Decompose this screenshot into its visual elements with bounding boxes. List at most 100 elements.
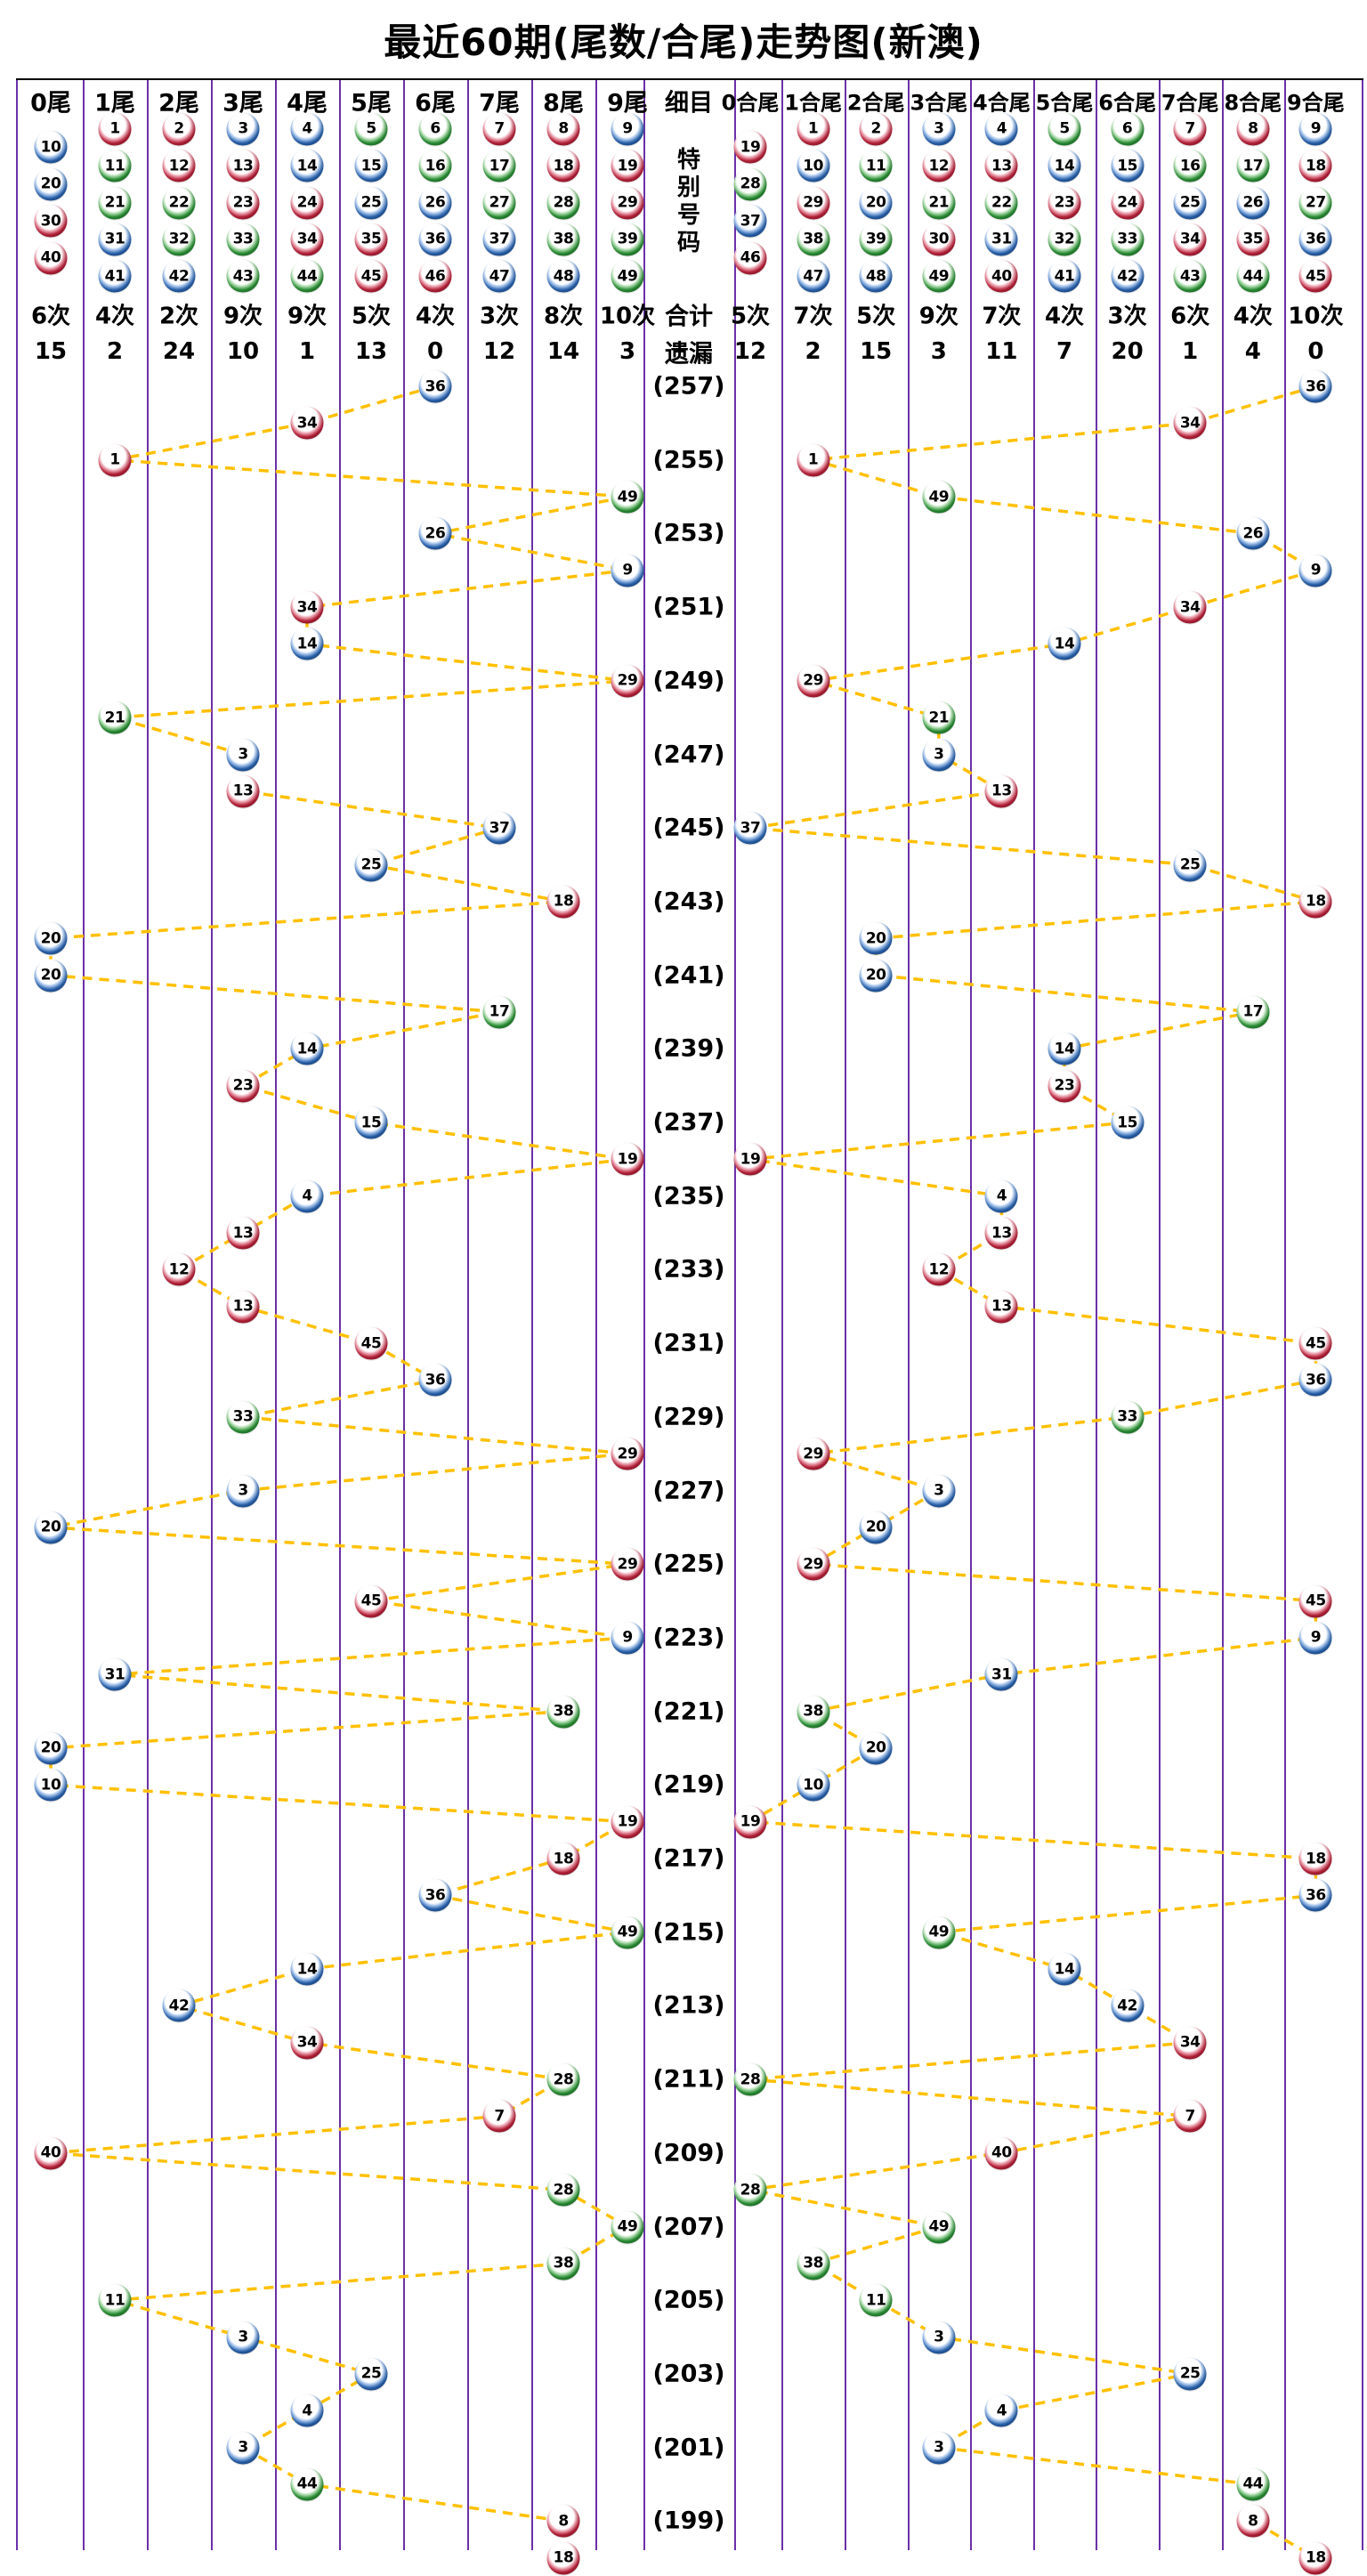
period-label-209: (209): [652, 2139, 725, 2167]
trend-ball-left-198: 18: [546, 2541, 580, 2575]
trend-ball-right-214: 14: [1047, 1952, 1081, 1986]
trend-ball-right-242: 20: [859, 921, 893, 955]
miss-left-9: 3: [619, 338, 636, 365]
count-left-4: 9次: [287, 303, 328, 330]
palette-ball-left-44: 44: [290, 259, 324, 293]
palette-ball-left-14: 14: [290, 149, 324, 182]
trend-ball-left-201: 3: [226, 2431, 260, 2465]
trend-ball-left-235: 4: [290, 1179, 324, 1213]
palette-ball-left-48: 48: [546, 259, 580, 293]
palette-ball-right-43: 43: [1173, 259, 1207, 293]
column-separator-line: [1284, 78, 1287, 2550]
trend-ball-left-223: 9: [611, 1621, 644, 1655]
period-label-227: (227): [652, 1477, 725, 1504]
period-label-239: (239): [652, 1034, 725, 1063]
period-label-225: (225): [652, 1550, 725, 1578]
period-label-231: (231): [652, 1329, 725, 1357]
column-separator-line: [403, 78, 405, 2550]
column-separator-line: [734, 78, 736, 2550]
count-right-9: 10次: [1288, 303, 1344, 330]
count-left-8: 8次: [543, 303, 584, 330]
palette-ball-left-43: 43: [226, 259, 260, 293]
palette-ball-right-42: 42: [1111, 259, 1145, 293]
palette-ball-left-10: 10: [34, 130, 68, 164]
miss-right-3: 3: [930, 338, 947, 365]
right-column-header-3: 3合尾: [910, 90, 968, 116]
period-label-243: (243): [652, 887, 725, 916]
trend-ball-left-234: 13: [226, 1216, 260, 1250]
right-column-header-5: 5合尾: [1035, 90, 1094, 116]
trend-ball-right-213: 42: [1111, 1989, 1145, 2022]
trend-ball-left-208: 28: [546, 2173, 580, 2207]
trend-ball-right-219: 10: [797, 1768, 830, 1802]
trend-ball-right-246: 13: [984, 774, 1018, 808]
period-label-211: (211): [652, 2065, 725, 2094]
trend-ball-right-248: 21: [922, 701, 956, 734]
trend-ball-right-243: 18: [1298, 885, 1332, 919]
palette-ball-right-13: 13: [984, 149, 1018, 182]
count-right-1: 7次: [793, 303, 833, 330]
trend-ball-left-209: 40: [34, 2136, 68, 2170]
count-right-0: 5次: [730, 303, 771, 330]
miss-right-1: 2: [805, 338, 821, 365]
trend-ball-right-227: 3: [922, 1474, 956, 1507]
period-label-207: (207): [652, 2213, 725, 2240]
count-left-6: 4次: [415, 303, 456, 330]
count-left-3: 9次: [222, 303, 263, 330]
period-label-247: (247): [652, 741, 725, 768]
trend-ball-right-199: 8: [1236, 2504, 1270, 2538]
palette-ball-right-37: 37: [733, 204, 767, 238]
count-left-0: 6次: [30, 303, 71, 330]
column-separator-line: [844, 78, 846, 2550]
palette-ball-right-1: 1: [797, 112, 830, 146]
miss-right-6: 20: [1111, 338, 1144, 365]
trend-ball-right-244: 25: [1173, 848, 1207, 882]
right-column-header-1: 1合尾: [784, 90, 842, 116]
trend-ball-left-254: 49: [611, 480, 644, 514]
trend-ball-right-230: 36: [1298, 1363, 1332, 1397]
column-separator-line: [1032, 78, 1035, 2550]
column-separator-line: [1362, 78, 1363, 2550]
palette-ball-right-19: 19: [733, 130, 767, 164]
palette-ball-right-27: 27: [1298, 186, 1332, 219]
palette-ball-left-30: 30: [34, 204, 68, 238]
palette-ball-left-1: 1: [98, 112, 132, 146]
palette-ball-left-33: 33: [226, 223, 260, 256]
palette-ball-left-21: 21: [98, 186, 132, 219]
palette-ball-left-39: 39: [611, 223, 644, 256]
trend-ball-right-223: 9: [1298, 1621, 1332, 1655]
period-label-203: (203): [652, 2360, 725, 2388]
palette-ball-right-32: 32: [1047, 223, 1081, 256]
trend-ball-right-241: 20: [859, 959, 893, 992]
palette-ball-right-21: 21: [922, 186, 956, 219]
trend-ball-left-246: 13: [226, 774, 260, 808]
trend-ball-right-256: 34: [1173, 406, 1207, 440]
column-separator-line: [643, 78, 645, 2550]
trend-ball-left-211: 28: [546, 2062, 580, 2096]
right-column-header-9: 9合尾: [1287, 90, 1345, 116]
column-separator-line: [531, 78, 533, 2550]
count-right-8: 4次: [1233, 303, 1273, 330]
palette-ball-right-34: 34: [1173, 223, 1207, 256]
palette-ball-left-18: 18: [546, 149, 580, 182]
trend-ball-right-206: 38: [797, 2247, 830, 2280]
palette-ball-left-47: 47: [482, 259, 516, 293]
right-column-header-8: 8合尾: [1224, 90, 1282, 116]
palette-ball-left-11: 11: [98, 149, 132, 182]
palette-ball-right-17: 17: [1236, 149, 1270, 182]
trend-ball-left-236: 19: [611, 1142, 644, 1176]
column-separator-line: [83, 78, 85, 2550]
trend-ball-right-250: 14: [1047, 627, 1081, 660]
right-column-header-6: 6合尾: [1098, 90, 1156, 116]
miss-left-6: 0: [426, 338, 444, 365]
column-separator-line: [1096, 78, 1098, 2550]
right-column-header-2: 2合尾: [846, 90, 905, 116]
palette-ball-right-35: 35: [1236, 223, 1270, 256]
trend-ball-left-255: 1: [98, 443, 132, 477]
miss-right-4: 11: [985, 338, 1018, 365]
palette-ball-right-30: 30: [922, 223, 956, 256]
miss-right-0: 12: [733, 338, 767, 365]
trend-ball-left-229: 33: [226, 1400, 260, 1434]
column-separator-line: [467, 78, 469, 2550]
miss-left-1: 2: [106, 338, 124, 365]
